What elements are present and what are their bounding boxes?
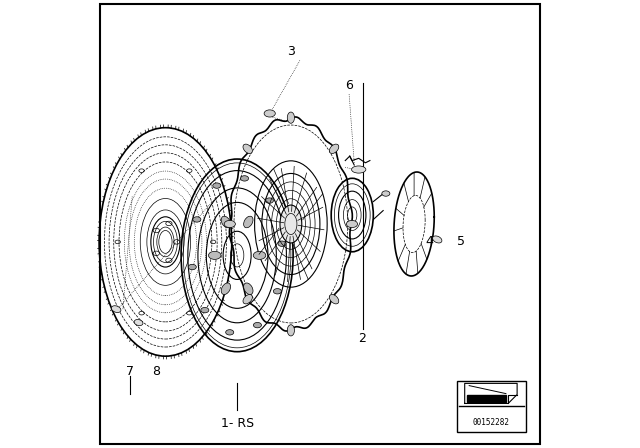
Ellipse shape: [346, 220, 358, 228]
Text: 00152282: 00152282: [473, 418, 510, 427]
Ellipse shape: [221, 216, 230, 228]
Ellipse shape: [226, 330, 234, 335]
Ellipse shape: [134, 319, 143, 326]
Text: 6: 6: [345, 78, 353, 92]
Ellipse shape: [224, 220, 236, 228]
Text: 4: 4: [426, 235, 434, 249]
Ellipse shape: [244, 283, 253, 294]
Ellipse shape: [273, 289, 282, 294]
Ellipse shape: [264, 110, 275, 117]
Ellipse shape: [193, 217, 201, 222]
Ellipse shape: [382, 191, 390, 196]
Bar: [457, 381, 526, 432]
Ellipse shape: [244, 216, 253, 228]
Ellipse shape: [209, 251, 221, 259]
Ellipse shape: [253, 323, 262, 328]
Text: 7: 7: [125, 365, 134, 379]
Ellipse shape: [330, 294, 339, 304]
Ellipse shape: [278, 241, 286, 246]
Ellipse shape: [266, 198, 273, 203]
Ellipse shape: [221, 283, 230, 294]
Ellipse shape: [241, 176, 248, 181]
Ellipse shape: [330, 144, 339, 154]
Text: 5: 5: [457, 235, 465, 249]
Ellipse shape: [253, 251, 266, 259]
Ellipse shape: [212, 183, 221, 188]
Ellipse shape: [201, 307, 209, 313]
Ellipse shape: [243, 294, 252, 304]
Ellipse shape: [287, 325, 294, 336]
Ellipse shape: [433, 236, 442, 243]
Ellipse shape: [351, 166, 366, 173]
Text: 1- RS: 1- RS: [221, 417, 253, 430]
Ellipse shape: [188, 264, 196, 270]
Ellipse shape: [111, 306, 121, 313]
Text: 8: 8: [152, 365, 161, 379]
Ellipse shape: [280, 205, 302, 243]
Polygon shape: [467, 396, 506, 402]
Text: 2: 2: [358, 332, 367, 345]
Ellipse shape: [243, 144, 252, 154]
Text: 3: 3: [287, 45, 295, 58]
Ellipse shape: [287, 112, 294, 123]
